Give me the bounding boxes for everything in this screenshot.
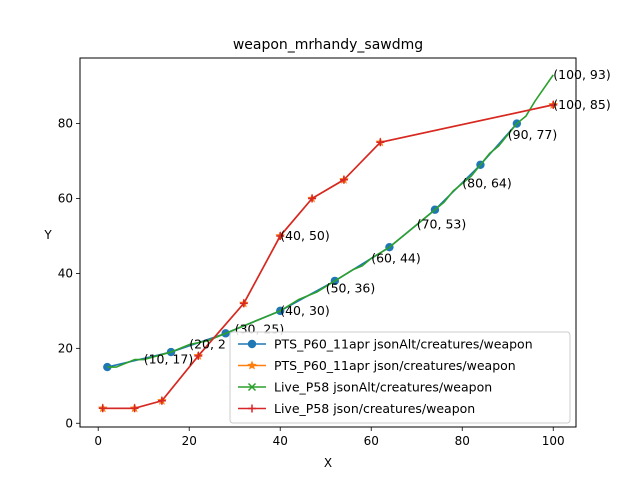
y-tick-label: 0 [65,416,73,430]
y-axis-label: Y [43,228,52,242]
legend-label: Live_P58 jsonAlt/creatures/weapon [274,380,492,395]
y-tick-label: 20 [58,341,73,355]
data-label: (70, 53) [417,217,467,232]
data-point [194,351,203,360]
y-tick-label: 40 [58,266,73,280]
series-line [102,104,554,410]
y-tick-label: 60 [58,191,73,205]
x-axis-label: X [324,456,332,470]
x-tick-label: 60 [364,434,379,448]
data-label: (40, 50) [280,228,330,243]
data-point [130,404,139,413]
data-point [339,175,348,184]
x-tick-label: 40 [273,434,288,448]
x-tick-label: 80 [455,434,470,448]
data-label: (60, 44) [371,250,421,265]
x-tick-label: 0 [94,434,102,448]
legend-item: Live_P58 json/creatures/weapon [238,401,475,416]
data-label: (20, 2 [189,337,226,352]
x-tick-label: 100 [542,434,565,448]
legend-label: PTS_P60_11apr json/creatures/weapon [274,358,516,373]
data-label: (10, 17) [144,352,194,367]
series-3 [107,74,554,368]
legend-label: PTS_P60_11apr jsonAlt/creatures/weapon [274,337,533,352]
series-4 [98,100,558,413]
data-point [98,404,107,413]
data-point [157,396,166,405]
series-group [98,74,558,413]
y-tick-label: 80 [58,117,73,131]
legend-marker [248,404,256,413]
data-point [549,100,558,109]
x-tick-label: 20 [182,434,197,448]
data-point [239,299,248,308]
legend-item: PTS_P60_11apr jsonAlt/creatures/weapon [238,337,533,352]
data-label: (100, 93) [553,67,610,82]
data-label: (80, 64) [462,175,512,190]
legend-item: PTS_P60_11apr json/creatures/weapon [238,358,516,373]
chart-title: weapon_mrhandy_sawdmg [233,37,423,53]
data-label: (90, 77) [508,127,558,142]
data-label: (50, 36) [326,280,376,295]
series-line [107,74,554,368]
data-label: (100, 85) [553,97,610,112]
legend-label: Live_P58 json/creatures/weapon [274,401,475,416]
legend-item: Live_P58 jsonAlt/creatures/weapon [238,380,492,395]
legend-box [229,331,571,424]
legend-marker [247,360,257,370]
data-label: (40, 30) [280,303,330,318]
legend-marker [247,339,257,349]
legend-marker [247,382,257,392]
data-point [376,138,385,147]
data-point [276,231,285,240]
data-labels: (10, 17)(20, 2(30, 25)(40, 30)(40, 50)(5… [144,67,611,367]
data-point [308,194,317,203]
axis-ticks: 0 20 40 60 80 100 0 20 40 60 80 [58,117,565,448]
legend: PTS_P60_11apr jsonAlt/creatures/weapon PT… [229,331,571,424]
